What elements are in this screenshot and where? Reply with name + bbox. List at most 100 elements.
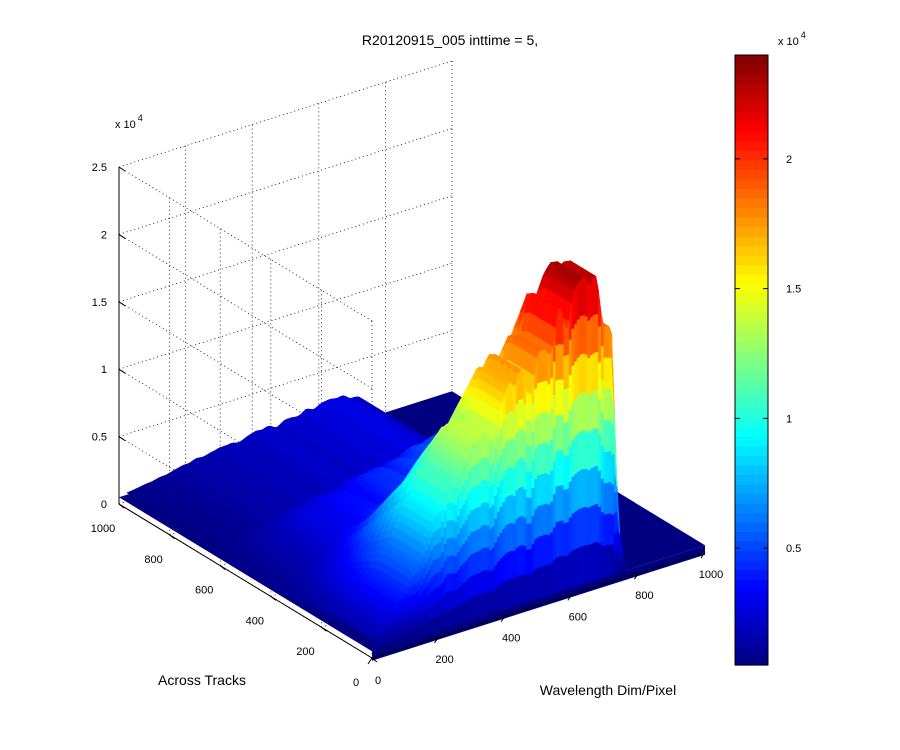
front-face-band — [464, 559, 469, 582]
front-face-band — [504, 524, 509, 554]
front-face-band — [539, 565, 543, 599]
front-face-band — [531, 515, 535, 545]
front-face-band — [449, 519, 453, 539]
front-face-band — [462, 542, 466, 565]
front-face-band — [555, 343, 559, 381]
front-face-band — [539, 350, 543, 383]
colorbar-band — [735, 264, 768, 275]
front-face-band — [568, 445, 573, 483]
front-face-band — [502, 581, 506, 611]
front-face-band — [528, 471, 533, 499]
front-face-band — [409, 621, 413, 632]
front-face-band — [590, 429, 594, 469]
front-face-band — [433, 544, 437, 561]
front-face-band — [600, 378, 605, 413]
front-face-band — [467, 513, 471, 537]
front-face-band — [414, 609, 418, 621]
front-face-band — [430, 590, 434, 606]
front-face-band — [406, 585, 410, 595]
front-face-band — [438, 614, 442, 631]
front-face-band — [539, 473, 543, 506]
front-face-band — [438, 556, 442, 573]
front-face-band — [438, 599, 442, 616]
front-face-band — [528, 522, 533, 550]
front-face-band — [576, 432, 581, 473]
front-face-band — [574, 472, 578, 513]
front-face-band — [582, 352, 586, 393]
colorbar-band — [735, 178, 768, 190]
front-face-band — [496, 560, 501, 587]
front-face-band — [480, 479, 485, 504]
front-face-band — [544, 379, 549, 412]
front-face-band — [403, 633, 407, 642]
front-face-band — [523, 431, 527, 462]
front-face-band — [571, 364, 575, 404]
colorbar-band — [735, 569, 768, 580]
front-face-band — [422, 600, 426, 614]
front-face-band — [515, 546, 519, 578]
front-face-band — [600, 411, 605, 447]
z-axis-tick — [118, 301, 126, 307]
front-face-band — [443, 593, 447, 612]
front-face-band — [464, 539, 469, 562]
front-face-band — [563, 455, 567, 491]
front-face-band — [472, 595, 477, 620]
front-face-band — [454, 572, 458, 592]
front-face-band — [526, 470, 530, 499]
front-face-band — [523, 516, 527, 547]
front-face-band — [579, 545, 583, 586]
front-face-band — [425, 585, 429, 599]
x-axis-label: Wavelength Dim/Pixel — [540, 682, 676, 698]
front-face-band — [470, 553, 474, 577]
front-face-band — [563, 354, 567, 390]
front-face-band — [494, 448, 498, 473]
front-face-band — [515, 575, 519, 606]
front-face-band — [401, 628, 405, 637]
front-face-band — [566, 554, 570, 590]
y-axis-tick — [321, 626, 327, 632]
front-face-band — [526, 522, 530, 551]
front-face-band — [560, 343, 565, 381]
front-face-band — [438, 585, 442, 602]
front-face-band — [459, 489, 463, 510]
front-face-band — [619, 552, 623, 559]
front-face-band — [614, 532, 618, 555]
front-face-band — [558, 484, 562, 522]
front-face-band — [534, 568, 538, 600]
front-face-band — [496, 535, 501, 563]
front-face-band — [603, 482, 607, 515]
front-face-band — [560, 449, 565, 486]
front-face-band — [411, 575, 415, 586]
front-face-band — [515, 517, 519, 549]
colorbar-band — [735, 617, 768, 628]
colorbar-band — [735, 121, 768, 132]
front-face-band — [534, 447, 538, 480]
front-face-band — [414, 591, 418, 603]
front-face-band — [467, 555, 471, 579]
front-face-band — [542, 380, 546, 413]
front-face-band — [409, 612, 413, 623]
colorbar-band — [735, 302, 768, 313]
colorbar-band — [735, 636, 768, 647]
front-face-band — [611, 483, 615, 516]
front-face-band — [478, 461, 482, 485]
front-face-band — [518, 486, 522, 518]
front-face-band — [518, 428, 522, 459]
front-face-band — [454, 606, 458, 626]
front-face-band — [595, 464, 599, 505]
front-face-band — [600, 477, 605, 513]
front-face-band — [494, 494, 498, 520]
front-face-band — [528, 419, 533, 447]
front-face-band — [422, 555, 426, 569]
front-face-band — [414, 618, 418, 630]
front-face-band — [595, 351, 599, 391]
front-face-band — [427, 556, 431, 571]
front-face-band — [507, 494, 511, 525]
front-face-band — [486, 501, 490, 526]
front-face-band — [520, 573, 525, 605]
colorbar-band — [735, 607, 768, 618]
front-face-band — [454, 521, 458, 540]
front-face-band — [478, 483, 482, 508]
front-face-band — [480, 524, 485, 549]
front-face-band — [425, 621, 429, 635]
